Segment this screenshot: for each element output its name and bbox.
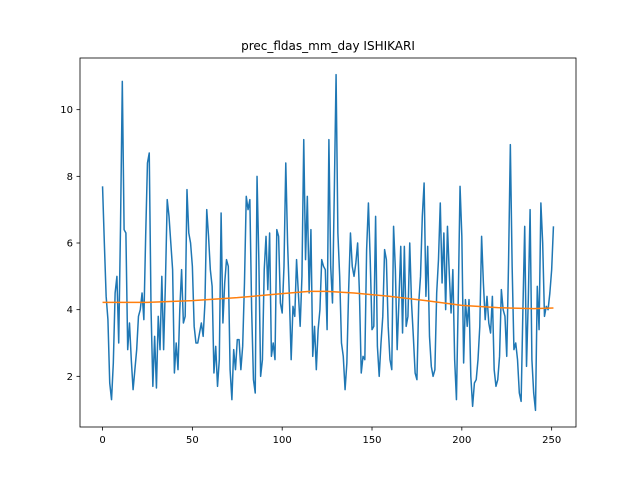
- data-line: [101, 73, 555, 412]
- x-tick-label: 50: [186, 435, 199, 446]
- x-tick-label: 150: [362, 435, 381, 446]
- chart-title: prec_fldas_mm_day ISHIKARI: [241, 39, 415, 53]
- y-tick-label: 10: [60, 105, 73, 116]
- x-tick-label: 250: [542, 435, 561, 446]
- y-tick-label: 6: [67, 239, 73, 250]
- x-tick-label: 0: [99, 435, 105, 446]
- data-line: [102, 290, 554, 310]
- y-tick-label: 4: [67, 305, 73, 316]
- x-tick-label: 100: [273, 435, 292, 446]
- y-tick-label: 2: [67, 372, 73, 383]
- x-tick-label: 200: [452, 435, 471, 446]
- y-tick-label: 8: [67, 172, 73, 183]
- axes-frame: [79, 57, 577, 428]
